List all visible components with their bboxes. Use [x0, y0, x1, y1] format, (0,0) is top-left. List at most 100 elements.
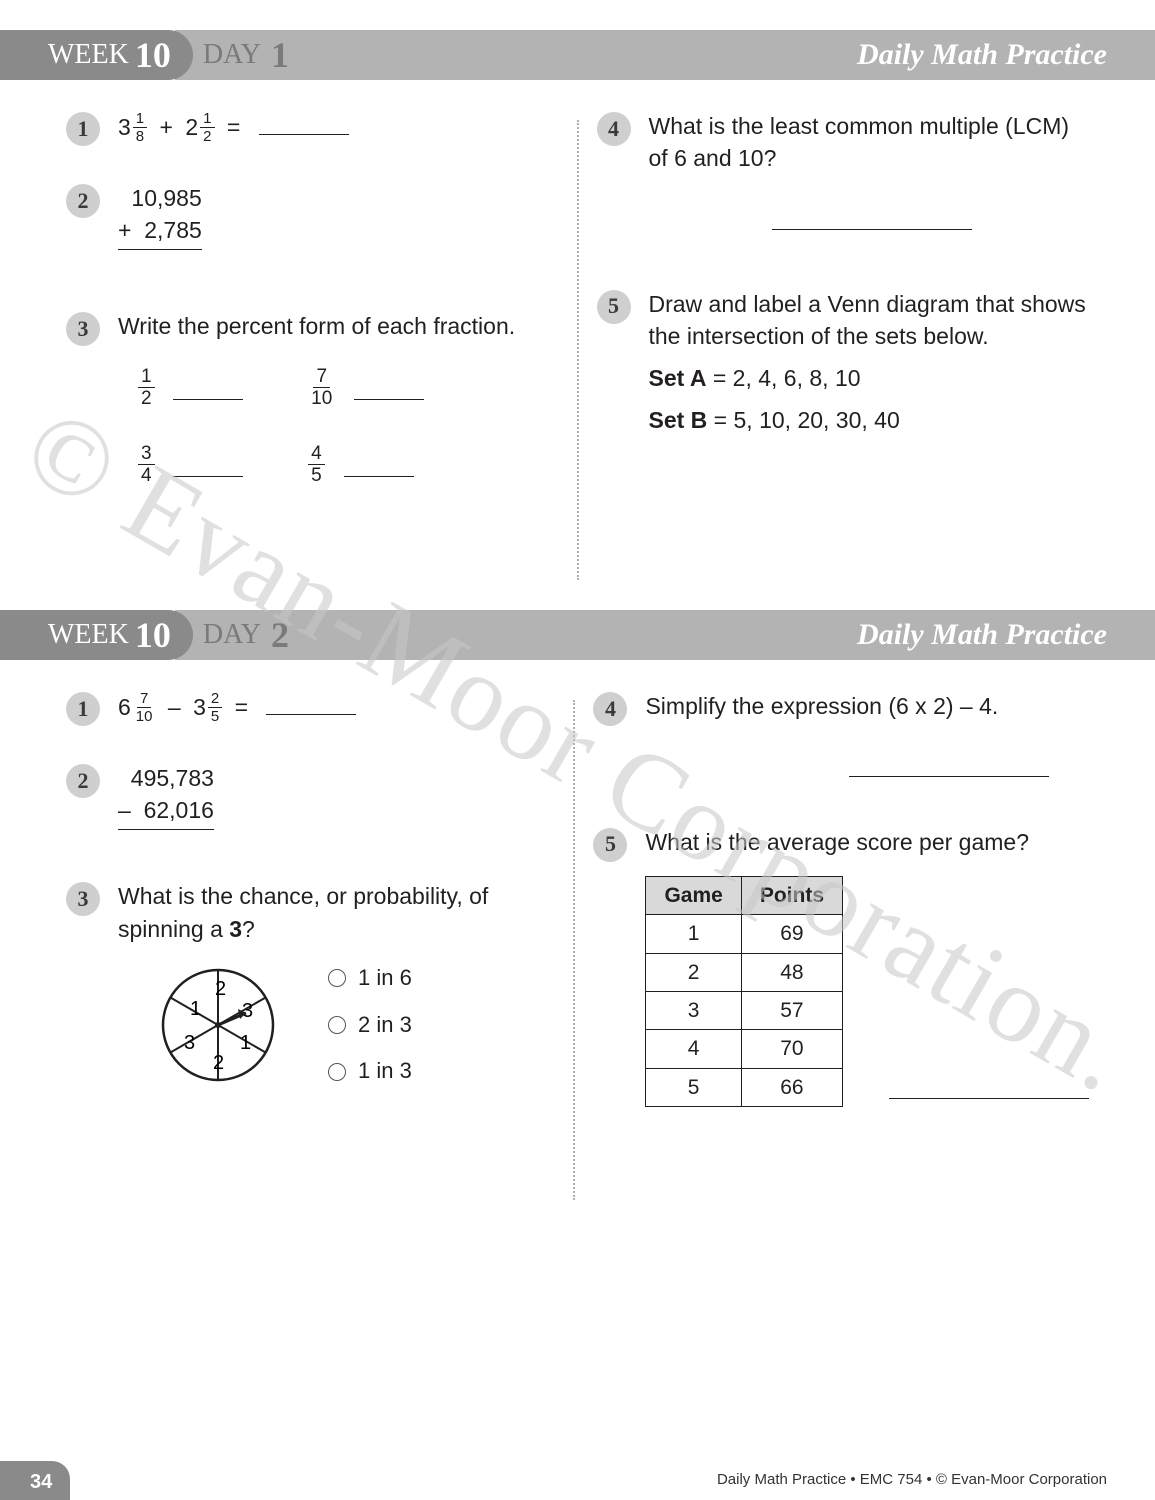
header-band: WEEK 10 DAY 2 Daily Math Practice	[0, 610, 1155, 660]
day2-problem-1: 1 6710 – 325 =	[66, 690, 555, 726]
header-band: WEEK 10 DAY 1 Daily Math Practice	[0, 30, 1155, 80]
setB-label: Set B	[649, 407, 708, 433]
p1-m1-num: 1	[133, 111, 147, 128]
problem-number: 2	[66, 184, 100, 218]
problem-number: 1	[66, 112, 100, 146]
p1-m1-whole: 3	[118, 111, 131, 143]
week-pill: WEEK 10	[0, 30, 193, 80]
day1-problem-5: 5 Draw and label a Venn diagram that sho…	[597, 288, 1090, 437]
frac-num: 4	[308, 444, 325, 465]
opt-text: 1 in 3	[358, 1056, 412, 1087]
problem-number: 4	[597, 112, 631, 146]
frac-den: 10	[308, 388, 335, 408]
d2p3-text-c: ?	[242, 916, 255, 942]
answer-blank[interactable]	[772, 204, 972, 229]
d2p1-eq: =	[235, 694, 248, 720]
page-number: 34	[0, 1461, 70, 1500]
mc-option[interactable]: 1 in 6	[328, 963, 412, 994]
svg-text:2: 2	[213, 1052, 224, 1074]
d2p4-text: Simplify the expression (6 x 2) – 4.	[645, 690, 1089, 722]
frac-num: 1	[138, 367, 155, 388]
problem-number: 1	[66, 692, 100, 726]
table-row: 470	[646, 1030, 843, 1068]
setB-vals: = 5, 10, 20, 30, 40	[707, 407, 899, 433]
th-points: Points	[741, 876, 842, 914]
table-row: 566	[646, 1068, 843, 1106]
week-label: WEEK	[48, 619, 129, 651]
day1-problem-4: 4 What is the least common multiple (LCM…	[597, 110, 1090, 238]
answer-blank[interactable]	[849, 752, 1049, 777]
day-bar: DAY 2 Daily Math Practice	[175, 610, 1155, 660]
th-game: Game	[646, 876, 741, 914]
day2-problem-5: 5 What is the average score per game? Ga…	[593, 826, 1089, 1108]
d2p5-text: What is the average score per game?	[645, 826, 1089, 858]
section-day2: WEEK 10 DAY 2 Daily Math Practice 1 6710…	[0, 610, 1155, 1210]
frac-num: 7	[313, 367, 330, 388]
day-label: DAY	[203, 39, 261, 71]
problem-number: 3	[66, 882, 100, 916]
footer-text: Daily Math Practice • EMC 754 • © Evan-M…	[717, 1471, 1107, 1488]
day2-problem-3: 3 What is the chance, or probability, of…	[66, 880, 555, 1087]
d2p1-m1-whole: 6	[118, 691, 131, 723]
answer-blank[interactable]	[354, 374, 424, 399]
day-num: 2	[271, 614, 289, 656]
page-title: Daily Math Practice	[857, 618, 1107, 652]
day-num: 1	[271, 34, 289, 76]
svg-text:3: 3	[184, 1032, 195, 1054]
table-row: 248	[646, 953, 843, 991]
week-label: WEEK	[48, 39, 129, 71]
p1-m2-den: 2	[200, 128, 214, 144]
week-pill: WEEK 10	[0, 610, 193, 660]
svg-text:1: 1	[240, 1032, 251, 1054]
problem-number: 2	[66, 764, 100, 798]
d2p1-op: –	[168, 694, 181, 720]
answer-blank[interactable]	[266, 690, 356, 715]
d2p3-text-b: 3	[229, 916, 242, 942]
score-table: GamePoints 169 248 357 470 566	[645, 876, 843, 1107]
day-label: DAY	[203, 619, 261, 651]
mc-option[interactable]: 2 in 3	[328, 1010, 412, 1041]
p3-text: Write the percent form of each fraction.	[118, 310, 559, 342]
d2p1-m2-whole: 3	[193, 691, 206, 723]
frac-den: 4	[138, 465, 155, 485]
d2p3-text-a: What is the chance, or probability, of s…	[118, 883, 488, 941]
p1-m1-den: 8	[133, 128, 147, 144]
answer-blank[interactable]	[173, 374, 243, 399]
frac-den: 5	[308, 465, 325, 485]
p2-top: 10,985	[118, 182, 202, 214]
week-num: 10	[135, 34, 171, 76]
p4-text: What is the least common multiple (LCM) …	[649, 110, 1090, 174]
mc-option[interactable]: 1 in 3	[328, 1056, 412, 1087]
d2p2-bot: – 62,016	[118, 794, 214, 830]
svg-text:3: 3	[242, 1000, 253, 1022]
frac-num: 3	[138, 444, 155, 465]
table-row: 357	[646, 992, 843, 1030]
d2p2-top: 495,783	[118, 762, 214, 794]
setA-vals: = 2, 4, 6, 8, 10	[706, 365, 860, 391]
p1-m2-whole: 2	[185, 111, 198, 143]
day1-problem-2: 2 10,985 + 2,785	[66, 182, 559, 250]
day2-problem-2: 2 495,783 – 62,016	[66, 762, 555, 830]
radio-icon	[328, 969, 346, 987]
answer-blank[interactable]	[173, 451, 243, 476]
p1-m2-num: 1	[200, 111, 214, 128]
answer-blank[interactable]	[889, 1074, 1089, 1099]
opt-text: 2 in 3	[358, 1010, 412, 1041]
radio-icon	[328, 1016, 346, 1034]
section-day1: WEEK 10 DAY 1 Daily Math Practice 1 318 …	[0, 0, 1155, 590]
setA-label: Set A	[649, 365, 707, 391]
answer-blank[interactable]	[344, 451, 414, 476]
spinner-icon: 1 2 3 1 2 3	[158, 965, 278, 1085]
svg-text:1: 1	[190, 998, 201, 1020]
p2-bot: + 2,785	[118, 214, 202, 250]
frac-den: 2	[138, 388, 155, 408]
day1-problem-1: 1 318 + 212 =	[66, 110, 559, 146]
table-row: 169	[646, 915, 843, 953]
answer-blank[interactable]	[259, 110, 349, 135]
radio-icon	[328, 1063, 346, 1081]
opt-text: 1 in 6	[358, 963, 412, 994]
week-num: 10	[135, 614, 171, 656]
problem-number: 4	[593, 692, 627, 726]
p1-eq: =	[227, 114, 240, 140]
problem-number: 5	[593, 828, 627, 862]
